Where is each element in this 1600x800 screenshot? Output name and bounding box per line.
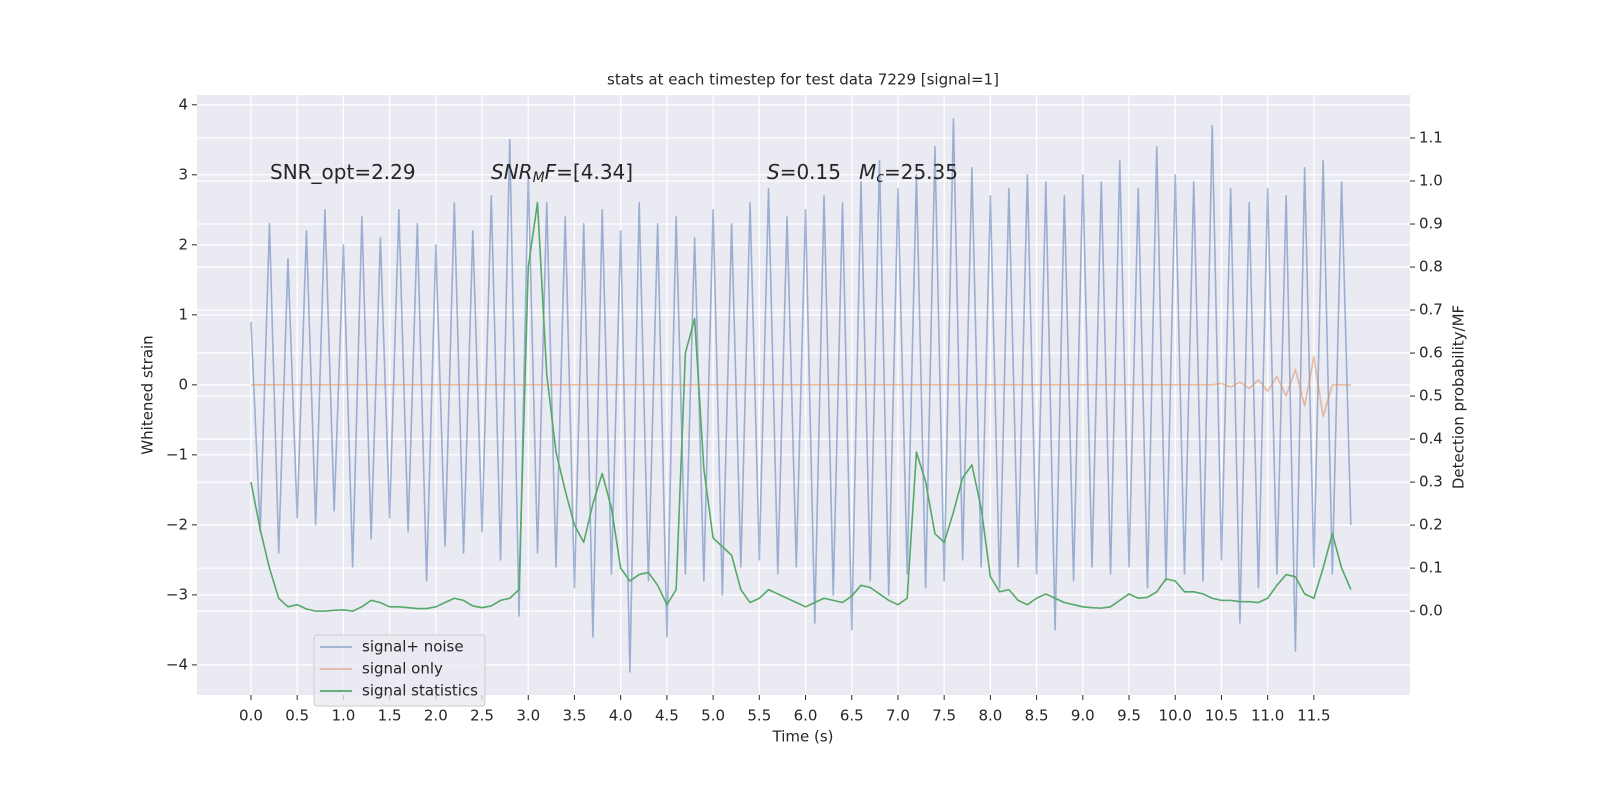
series-line bbox=[250, 201, 1352, 612]
y2-tick-label: 0.4 bbox=[1419, 430, 1443, 448]
y2-tick-label: 0.5 bbox=[1419, 387, 1443, 405]
y-tick-label: −4 bbox=[166, 655, 188, 673]
x-tick-label: 5.0 bbox=[701, 707, 725, 725]
y2-tick-label: 0.1 bbox=[1419, 559, 1443, 577]
x-tick-label: 7.0 bbox=[886, 707, 910, 725]
annotation: S=0.15 bbox=[767, 160, 841, 184]
x-tick-label: 0.0 bbox=[239, 707, 263, 725]
y-tick-label: −2 bbox=[166, 515, 188, 533]
chart-title: stats at each timestep for test data 722… bbox=[607, 71, 999, 89]
x-tick-label: 7.5 bbox=[932, 707, 956, 725]
y2-tick-label: 1.0 bbox=[1419, 172, 1443, 190]
x-tick-label: 0.5 bbox=[285, 707, 309, 725]
x-tick-label: 5.5 bbox=[747, 707, 771, 725]
y2-axis-label: Detection probability/MF bbox=[1450, 305, 1468, 489]
legend-label: signal statistics bbox=[362, 682, 478, 700]
y2-tick-label: 0.2 bbox=[1419, 516, 1443, 534]
x-tick-label: 11.0 bbox=[1251, 707, 1284, 725]
x-tick-label: 4.5 bbox=[655, 707, 679, 725]
x-tick-label: 10.5 bbox=[1205, 707, 1238, 725]
annotation-part: M bbox=[859, 160, 876, 184]
y-axis-label: Whitened strain bbox=[139, 335, 157, 454]
x-tick-label: 8.0 bbox=[978, 707, 1002, 725]
x-tick-label: 1.0 bbox=[331, 707, 355, 725]
x-tick-label: 4.0 bbox=[609, 707, 633, 725]
y2-tick-label: 1.1 bbox=[1419, 129, 1443, 147]
x-tick-label: 6.5 bbox=[840, 707, 864, 725]
y2-tick-label: 0.0 bbox=[1419, 602, 1443, 620]
legend-label: signal only bbox=[362, 660, 443, 678]
y-tick-label: 4 bbox=[178, 95, 188, 113]
x-axis-label: Time (s) bbox=[772, 728, 834, 746]
x-tick-label: 2.5 bbox=[470, 707, 494, 725]
series-line bbox=[250, 118, 1352, 673]
annotation-part: =0.15 bbox=[780, 160, 841, 184]
annotation-part: S bbox=[767, 160, 780, 184]
x-tick-label: 6.0 bbox=[794, 707, 818, 725]
x-tick-label: 11.5 bbox=[1297, 707, 1330, 725]
y-tick-label: 3 bbox=[178, 165, 188, 183]
annotation-part: SNR_opt=2.29 bbox=[270, 160, 416, 184]
y2-tick-label: 0.6 bbox=[1419, 344, 1443, 362]
y2-tick-label: 0.7 bbox=[1419, 301, 1443, 319]
y2-tick-label: 0.9 bbox=[1419, 215, 1443, 233]
annotation: SNR_opt=2.29 bbox=[270, 160, 416, 184]
annotation-part: c bbox=[876, 170, 884, 186]
annotation: SNRMF=[4.34] bbox=[491, 160, 633, 187]
x-tick-label: 2.0 bbox=[424, 707, 448, 725]
y2-tick-label: 0.3 bbox=[1419, 473, 1443, 491]
legend-box bbox=[313, 634, 486, 707]
x-tick-label: 1.5 bbox=[378, 707, 402, 725]
annotation-part: =[4.34] bbox=[556, 160, 633, 184]
annotation-part: =25.35 bbox=[884, 160, 958, 184]
x-tick-label: 10.0 bbox=[1159, 707, 1192, 725]
y-tick-label: 2 bbox=[178, 235, 188, 253]
y-tick-label: 0 bbox=[178, 375, 188, 393]
x-tick-label: 9.5 bbox=[1117, 707, 1141, 725]
series-line bbox=[250, 356, 1351, 418]
legend-label: signal+ noise bbox=[362, 638, 464, 656]
y-tick-label: −3 bbox=[166, 585, 188, 603]
annotation-part: F bbox=[545, 160, 557, 184]
plot-area bbox=[197, 95, 1410, 695]
y-tick-label: −1 bbox=[166, 445, 188, 463]
y-tick-label: 1 bbox=[178, 305, 188, 323]
annotation-part: SNR bbox=[491, 160, 533, 184]
y2-tick-label: 0.8 bbox=[1419, 258, 1443, 276]
x-tick-label: 3.0 bbox=[516, 707, 540, 725]
x-tick-label: 8.5 bbox=[1025, 707, 1049, 725]
annotation: Mc=25.35 bbox=[859, 160, 958, 187]
annotation-part: M bbox=[533, 170, 545, 186]
x-tick-label: 3.5 bbox=[563, 707, 587, 725]
x-tick-label: 9.0 bbox=[1071, 707, 1095, 725]
